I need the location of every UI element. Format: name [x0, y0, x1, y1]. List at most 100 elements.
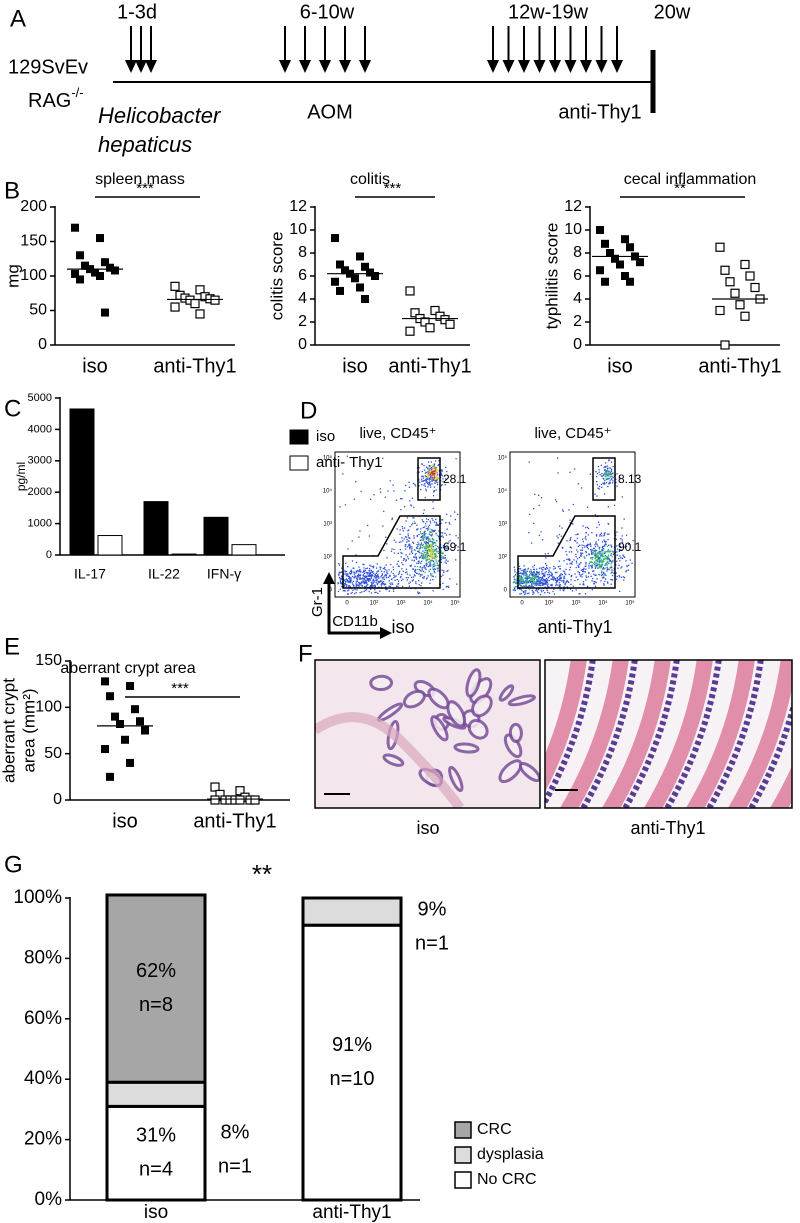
- flow-dot: [566, 540, 568, 542]
- flow-dot: [595, 471, 597, 473]
- flow-dot: [623, 577, 626, 579]
- flow-dot: [427, 544, 429, 546]
- flow-dot: [537, 592, 539, 594]
- flow-dot: [609, 482, 611, 484]
- flow-dot: [397, 582, 400, 585]
- y-tick-label: 2000: [28, 486, 52, 498]
- flow-dot: [415, 556, 417, 558]
- flow-dot: [560, 573, 562, 575]
- flow-dot: [352, 580, 355, 582]
- flow-title: live, CD45⁺: [359, 425, 436, 442]
- flow-dot: [429, 528, 431, 530]
- flow-dot: [423, 526, 426, 528]
- flow-dot: [368, 580, 370, 582]
- flow-dot: [442, 552, 444, 554]
- flow-dot: [370, 577, 372, 579]
- flow-dot: [421, 554, 423, 556]
- flow-dot: [531, 574, 533, 577]
- flow-tick-label: 0: [520, 601, 524, 607]
- flow-dot: [448, 522, 450, 524]
- flow-dot: [375, 575, 377, 577]
- flow-dot: [539, 584, 542, 587]
- flow-dot: [413, 542, 415, 544]
- flow-dot: [429, 568, 432, 570]
- flow-dot: [380, 570, 383, 572]
- flow-dot: [526, 570, 528, 572]
- flow-dot: [601, 486, 603, 489]
- flow-dot: [581, 569, 584, 571]
- flow-dot: [598, 559, 600, 561]
- flow-dot: [568, 551, 571, 553]
- flow-tick-label: 10⁴: [598, 600, 608, 607]
- legend-swatch: [454, 1171, 472, 1189]
- data-point: [445, 319, 455, 329]
- arrow-head: [518, 60, 530, 73]
- flow-dot: [416, 535, 418, 537]
- flow-dot: [398, 541, 401, 543]
- flow-dot: [602, 560, 604, 562]
- flow-dot: [540, 581, 542, 584]
- flow-dot: [522, 585, 525, 587]
- flow-dot: [440, 485, 443, 487]
- flow-dot: [612, 477, 614, 479]
- flow-dot: [425, 490, 427, 492]
- flow-dot: [399, 570, 401, 573]
- flow-dot: [450, 515, 452, 517]
- flow-dot: [589, 543, 592, 546]
- flow-dot: [360, 490, 362, 493]
- flow-dot: [413, 520, 415, 522]
- data-point: [170, 302, 180, 312]
- flow-dot: [420, 528, 422, 530]
- flow-dot: [378, 586, 380, 588]
- flow-dot: [431, 470, 433, 472]
- flow-dot: [391, 548, 393, 550]
- flow-dot: [455, 458, 457, 460]
- flow-dot: [435, 554, 437, 557]
- flow-dot: [537, 578, 539, 580]
- flow-tick-label: 10³: [323, 522, 332, 528]
- flow-dot: [570, 562, 572, 564]
- flow-dot: [533, 564, 536, 566]
- flow-dot: [566, 580, 568, 582]
- flow-dot: [431, 472, 433, 474]
- flow-dot: [611, 468, 613, 470]
- flow-dot: [563, 581, 565, 583]
- flow-dot: [604, 554, 606, 557]
- flow-dot: [432, 507, 434, 510]
- flow-dot: [534, 576, 536, 578]
- flow-dot: [548, 580, 550, 582]
- flow-dot: [524, 585, 526, 587]
- flow-dot: [607, 582, 609, 584]
- flow-dot: [392, 590, 395, 592]
- flow-dot: [544, 592, 546, 594]
- flow-dot: [386, 577, 388, 579]
- flow-dot: [568, 509, 570, 511]
- flow-dot: [532, 586, 535, 588]
- flow-dot: [520, 585, 522, 587]
- flow-dot: [393, 548, 395, 551]
- flow-dot: [379, 581, 381, 583]
- flow-dot: [599, 533, 601, 536]
- flow-dot: [434, 466, 436, 468]
- flow-dot: [390, 550, 393, 552]
- flow-dot: [628, 564, 630, 566]
- flow-dot: [538, 577, 540, 579]
- flow-dot: [420, 555, 422, 557]
- flow-dot: [433, 477, 436, 479]
- flow-dot: [381, 581, 384, 584]
- flow-dot: [421, 544, 424, 546]
- flow-dot: [352, 583, 354, 585]
- flow-dot: [437, 552, 440, 554]
- flow-dot: [375, 577, 377, 579]
- y-tick-label: 40%: [24, 1068, 62, 1089]
- flow-dot: [432, 495, 435, 497]
- flow-dot: [416, 528, 418, 531]
- flow-dot: [588, 553, 590, 555]
- flow-dot: [449, 578, 451, 580]
- flow-dot: [597, 566, 599, 569]
- flow-dot: [426, 477, 428, 479]
- flow-dot: [575, 553, 577, 556]
- flow-dot: [538, 582, 540, 584]
- flow-dot: [431, 540, 433, 543]
- flow-dot: [432, 542, 434, 544]
